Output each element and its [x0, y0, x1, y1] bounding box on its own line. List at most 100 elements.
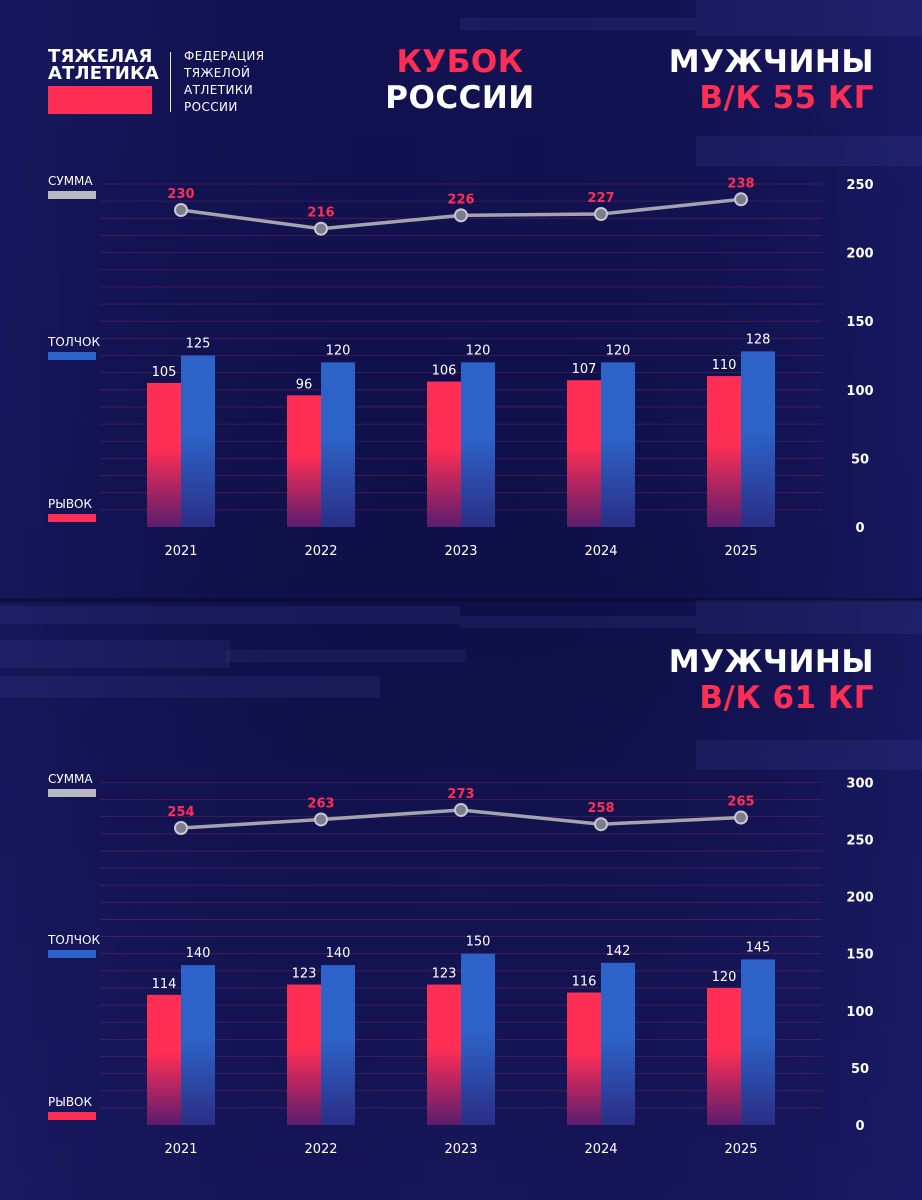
y-tick-label: 0	[855, 1119, 864, 1134]
data-label-total: 258	[587, 801, 614, 816]
legend-snatch: РЫВОК	[48, 497, 96, 522]
data-label-clean-jerk: 142	[606, 944, 631, 959]
x-tick-label: 2023	[444, 1142, 477, 1157]
data-label-total: 230	[167, 187, 194, 202]
bar-snatch	[147, 994, 181, 1125]
y-tick-label: 100	[846, 384, 873, 399]
category-title-61-line1: МУЖЧИНЫ	[668, 644, 874, 680]
y-tick-label: 250	[846, 834, 873, 849]
legend-total-swatch	[48, 191, 96, 199]
data-label-snatch: 106	[432, 364, 457, 379]
legend-clean-jerk-swatch	[48, 352, 96, 360]
bar-clean-jerk	[461, 362, 495, 527]
legend-snatch-swatch	[48, 1112, 96, 1120]
total-point	[314, 221, 328, 236]
bar-snatch	[567, 992, 601, 1125]
bar-clean-jerk	[601, 362, 635, 527]
legend-snatch-label: РЫВОК	[48, 497, 93, 511]
data-label-clean-jerk: 145	[746, 940, 771, 955]
legend-total-swatch	[48, 789, 96, 797]
legend-clean-jerk: ТОЛЧОК	[47, 335, 100, 360]
logo-red-bar	[48, 86, 152, 114]
data-label-clean-jerk: 128	[746, 332, 771, 347]
bar-clean-jerk	[741, 959, 775, 1125]
x-tick-label: 2021	[164, 544, 197, 559]
event-title: КУБОК РОССИИ	[380, 44, 540, 116]
y-tick-label: 300	[846, 776, 873, 791]
data-label-snatch: 123	[432, 967, 457, 982]
bar-snatch	[287, 984, 321, 1125]
data-label-snatch: 123	[292, 967, 317, 982]
bar-clean-jerk	[601, 962, 635, 1125]
data-label-total: 273	[447, 787, 474, 802]
x-tick-label: 2022	[304, 1142, 337, 1157]
bar-snatch	[427, 984, 461, 1125]
data-label-total: 227	[587, 191, 614, 206]
data-label-total: 263	[307, 796, 334, 811]
y-tick-label: 50	[851, 1062, 869, 1077]
x-tick-label: 2024	[584, 544, 617, 559]
category-title-55-line1: МУЖЧИНЫ	[668, 44, 874, 80]
bar-clean-jerk	[461, 953, 495, 1125]
logo-subtitle: ФЕДЕРАЦИЯ ТЯЖЕЛОЙ АТЛЕТИКИ РОССИИ	[184, 49, 265, 114]
bar-snatch	[707, 987, 741, 1125]
data-label-snatch: 107	[572, 362, 597, 377]
data-label-total: 254	[167, 805, 194, 820]
data-label-clean-jerk: 125	[186, 337, 211, 352]
data-label-total: 238	[727, 176, 754, 191]
category-title-55-line2: В/К 55 КГ	[699, 80, 874, 116]
legend-total: СУММА	[48, 772, 96, 797]
data-label-clean-jerk: 120	[606, 343, 631, 358]
y-tick-label: 150	[846, 948, 873, 963]
legend-snatch-swatch	[48, 514, 96, 522]
event-title-line1: КУБОК	[396, 44, 524, 80]
bar-clean-jerk	[321, 362, 355, 527]
data-label-snatch: 120	[712, 970, 737, 985]
logo-separator	[170, 52, 171, 112]
y-tick-label: 50	[851, 452, 869, 467]
bar-clean-jerk	[181, 355, 215, 527]
legend-snatch: РЫВОК	[48, 1095, 96, 1120]
legend-total-label: СУММА	[48, 772, 93, 786]
chart-55kg: 0 50 100 150 200 250 СУММА ТОЛЧОК РЫВОК 105 125 202…	[47, 174, 874, 559]
bar-clean-jerk	[321, 965, 355, 1125]
data-label-clean-jerk: 150	[466, 935, 491, 950]
chart-61kg: 0 50 100 150 200 250 300 СУММА ТОЛЧОК РЫВОК 114 140…	[47, 772, 874, 1157]
total-point	[454, 208, 468, 223]
total-point	[454, 802, 468, 817]
total-point	[734, 192, 748, 207]
x-tick-label: 2023	[444, 544, 477, 559]
bar-clean-jerk	[181, 965, 215, 1125]
data-label-total: 265	[727, 795, 754, 810]
y-tick-label: 200	[846, 891, 873, 906]
x-tick-label: 2022	[304, 544, 337, 559]
legend-clean-jerk-swatch	[48, 950, 96, 958]
data-label-clean-jerk: 120	[466, 343, 491, 358]
data-label-total: 226	[447, 192, 474, 207]
data-label-clean-jerk: 140	[186, 946, 211, 961]
event-title-line2: РОССИИ	[385, 80, 535, 116]
data-label-snatch: 110	[712, 358, 737, 373]
legend-clean-jerk-label: ТОЛЧОК	[47, 933, 100, 947]
y-tick-label: 200	[846, 247, 873, 262]
logo-title: ТЯЖЕЛАЯ АТЛЕТИКА	[48, 46, 160, 84]
data-label-snatch: 116	[572, 975, 597, 990]
bar-clean-jerk	[741, 351, 775, 527]
x-tick-label: 2025	[724, 1142, 757, 1157]
total-point	[314, 812, 328, 827]
total-point	[594, 207, 608, 222]
y-tick-label: 100	[846, 1005, 873, 1020]
data-label-snatch: 114	[152, 977, 177, 992]
x-tick-label: 2021	[164, 1142, 197, 1157]
data-label-total: 216	[307, 206, 334, 221]
category-title-61: МУЖЧИНЫ В/К 61 КГ	[669, 644, 874, 716]
bar-snatch	[427, 381, 461, 527]
bar-snatch	[707, 376, 741, 527]
legend-total-label: СУММА	[48, 174, 93, 188]
data-label-snatch: 105	[152, 365, 177, 380]
x-tick-label: 2025	[724, 544, 757, 559]
y-tick-label: 0	[855, 521, 864, 536]
data-label-snatch: 96	[296, 377, 313, 392]
y-tick-label: 150	[846, 315, 873, 330]
data-label-clean-jerk: 140	[326, 946, 351, 961]
